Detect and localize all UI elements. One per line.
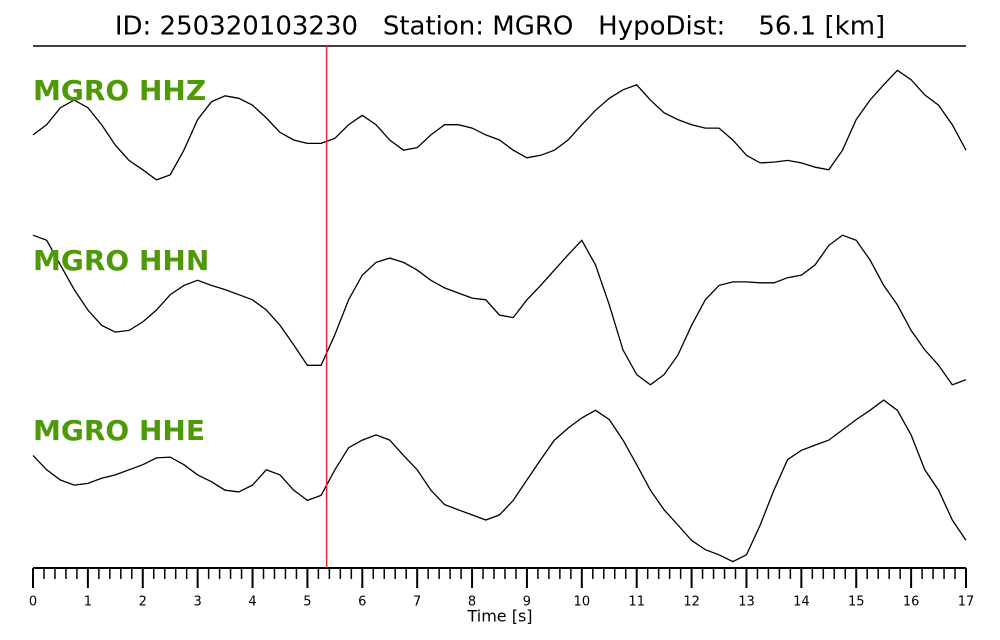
x-tick-label: 3	[194, 595, 202, 610]
x-tick-label: 8	[468, 595, 476, 610]
x-tick-label: 13	[738, 595, 755, 610]
x-tick-label: 1	[84, 595, 92, 610]
trace-label: MGRO HHZ	[33, 74, 206, 107]
trace	[32, 69, 967, 181]
x-tick-label: 17	[958, 595, 975, 610]
chart-title: ID: 250320103230 Station: MGRO HypoDist:…	[115, 12, 885, 42]
x-tick-label: 0	[29, 595, 37, 610]
x-tick-label: 15	[848, 595, 865, 610]
trace-label: MGRO HHE	[33, 414, 205, 447]
x-tick-label: 10	[574, 595, 591, 610]
x-tick-label: 16	[903, 595, 920, 610]
x-tick-label: 7	[413, 595, 421, 610]
x-tick-label: 6	[358, 595, 366, 610]
x-tick-label: 14	[793, 595, 810, 610]
x-tick-label: 5	[303, 595, 311, 610]
trace	[32, 234, 967, 386]
x-axis-label: Time [s]	[466, 607, 532, 626]
x-tick-label: 12	[683, 595, 700, 610]
x-tick-label: 11	[628, 595, 645, 610]
x-tick-label: 4	[248, 595, 256, 610]
x-tick-label: 9	[523, 595, 531, 610]
trace-label: MGRO HHN	[33, 244, 209, 277]
x-tick-label: 2	[139, 595, 147, 610]
trace	[32, 399, 967, 563]
